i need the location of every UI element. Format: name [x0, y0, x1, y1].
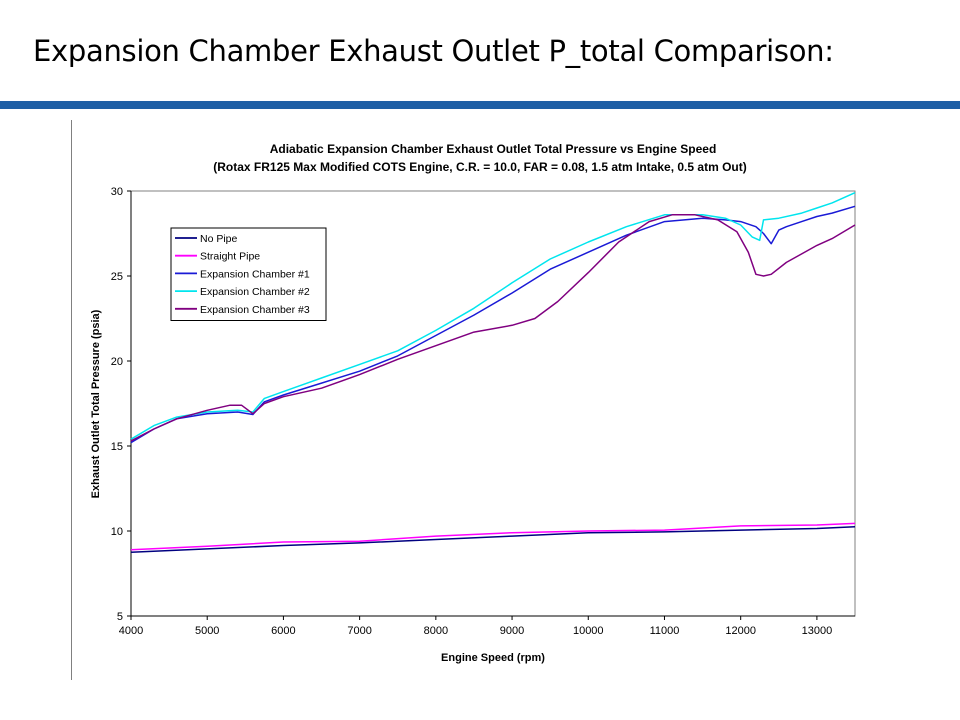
- y-tick-label: 30: [111, 186, 123, 198]
- legend-label: Expansion Chamber #2: [200, 286, 310, 298]
- x-tick-label: 4000: [119, 625, 143, 637]
- series-line-straight-pipe: [130, 522, 856, 551]
- y-axis-label: Exhaust Outlet Total Pressure (psia): [90, 309, 102, 498]
- series-line-no-pipe: [130, 526, 856, 554]
- legend-label: Expansion Chamber #1: [200, 268, 310, 280]
- y-tick-label: 20: [111, 356, 123, 368]
- x-tick-label: 8000: [424, 625, 448, 637]
- series-lines: [130, 192, 856, 554]
- x-tick-labels: 4000 5000 6000 7000 8000 9000 10000 11000 12000 1…: [119, 625, 832, 637]
- series-line-expansion-chamber-3: [130, 214, 856, 442]
- legend-label: Straight Pipe: [200, 251, 260, 263]
- x-axis-label: Engine Speed (rpm): [441, 652, 545, 664]
- y-tick-labels: 5 10 15 20 25 30: [111, 186, 123, 623]
- legend: No Pipe Straight Pipe Expansion Chamber #1…: [170, 227, 327, 321]
- chart-title: Adiabatic Expansion Chamber Exhaust Outl…: [270, 142, 717, 156]
- y-tick-label: 10: [111, 526, 123, 538]
- x-tick-label: 5000: [195, 625, 219, 637]
- x-tick-label: 12000: [725, 625, 756, 637]
- series-line-expansion-chamber-1: [130, 205, 856, 444]
- legend-label: Expansion Chamber #3: [200, 304, 310, 316]
- x-tick-label: 6000: [271, 625, 295, 637]
- title-rule: [0, 101, 960, 109]
- x-tick-label: 10000: [573, 625, 604, 637]
- x-tick-label: 7000: [347, 625, 371, 637]
- y-tick-label: 25: [111, 271, 123, 283]
- series-line-expansion-chamber-2: [130, 192, 856, 440]
- slide-title: Expansion Chamber Exhaust Outlet P_total…: [33, 34, 834, 68]
- y-tick-label: 5: [117, 611, 123, 623]
- x-tick-label: 9000: [500, 625, 524, 637]
- chart-subtitle: (Rotax FR125 Max Modified COTS Engine, C…: [213, 160, 746, 174]
- x-tick-label: 13000: [802, 625, 833, 637]
- y-tick-label: 15: [111, 441, 123, 453]
- legend-label: No Pipe: [200, 233, 238, 245]
- x-tick-label: 11000: [650, 625, 680, 637]
- chart-frame-line: [71, 120, 72, 680]
